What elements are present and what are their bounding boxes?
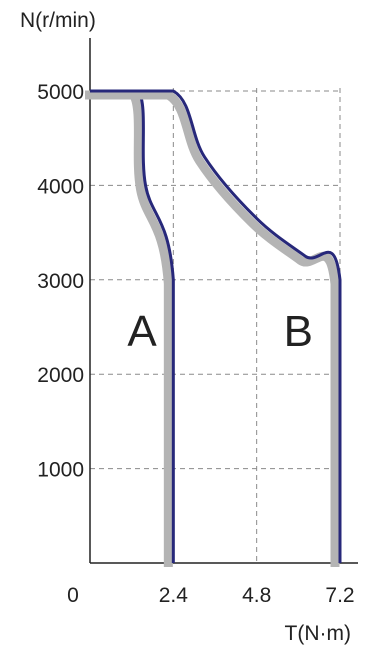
x-tick-label-2-4: 2.4 — [159, 584, 189, 607]
y-tick-label-5000: 5000 — [37, 81, 84, 104]
y-tick-label-1000: 1000 — [37, 459, 84, 482]
series-A-halo — [85, 90, 173, 567]
series-B-curve — [90, 89, 342, 563]
x-tick-label-7-2: 7.2 — [325, 584, 354, 607]
y-tick-label-4000: 4000 — [37, 175, 84, 198]
y-tick-label-2000: 2000 — [37, 364, 84, 387]
x-axis-label: T(N·m) — [285, 622, 351, 645]
x-tick-label-4-8: 4.8 — [242, 584, 271, 607]
axes — [89, 38, 358, 564]
series-A-curve — [90, 89, 175, 563]
tick-labels: 1000 2000 3000 4000 5000 0 2.4 4.8 7.2 A B — [37, 81, 354, 607]
series-curves — [85, 89, 342, 567]
x-tick-label-0: 0 — [67, 584, 79, 607]
y-axis-label: N(r/min) — [20, 9, 96, 32]
region-label-B: B — [284, 307, 313, 356]
y-tick-label-3000: 3000 — [37, 270, 84, 293]
series-B-halo — [85, 90, 340, 567]
region-label-A: A — [127, 307, 157, 356]
